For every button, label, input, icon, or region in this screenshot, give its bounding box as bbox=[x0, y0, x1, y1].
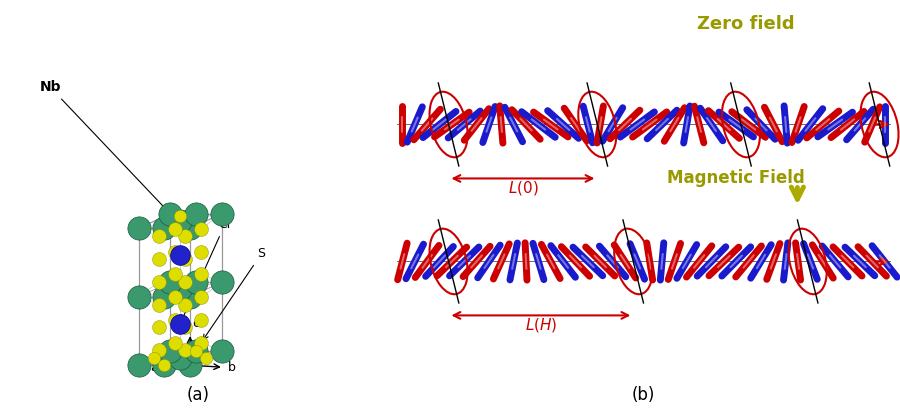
Text: $L(H)$: $L(H)$ bbox=[525, 316, 557, 334]
Text: (b): (b) bbox=[632, 386, 655, 405]
Point bbox=[168, 225, 183, 232]
Point bbox=[178, 278, 193, 285]
Point bbox=[178, 324, 193, 331]
Text: (a): (a) bbox=[186, 386, 210, 405]
Text: b: b bbox=[228, 361, 236, 374]
Point bbox=[152, 347, 166, 354]
Point bbox=[214, 347, 229, 354]
Point bbox=[168, 294, 183, 300]
Point bbox=[163, 210, 177, 217]
Point bbox=[189, 210, 203, 217]
Text: Magnetic Field: Magnetic Field bbox=[667, 168, 805, 187]
Text: Nb: Nb bbox=[40, 80, 167, 211]
Point bbox=[173, 213, 187, 220]
Text: Cr: Cr bbox=[182, 218, 231, 320]
Point bbox=[194, 248, 208, 255]
Point bbox=[131, 293, 146, 300]
Point bbox=[189, 347, 203, 354]
Point bbox=[214, 279, 229, 286]
Point bbox=[152, 278, 166, 285]
Point bbox=[168, 339, 183, 346]
Point bbox=[178, 347, 193, 354]
Point bbox=[194, 225, 208, 232]
Point bbox=[194, 294, 208, 300]
Point bbox=[173, 286, 187, 293]
Point bbox=[163, 279, 177, 286]
Text: a: a bbox=[150, 361, 158, 374]
Point bbox=[199, 354, 213, 361]
Point bbox=[178, 301, 193, 308]
Point bbox=[178, 256, 193, 262]
Text: $L(0)$: $L(0)$ bbox=[508, 179, 538, 198]
Point bbox=[189, 279, 203, 286]
Point bbox=[183, 225, 197, 232]
Text: S: S bbox=[203, 247, 266, 339]
Point bbox=[173, 217, 187, 224]
Point bbox=[152, 233, 166, 239]
Point bbox=[152, 256, 166, 262]
Point bbox=[168, 317, 183, 323]
Point bbox=[168, 248, 183, 255]
Point bbox=[189, 347, 203, 354]
Point bbox=[131, 225, 146, 232]
Point bbox=[163, 347, 177, 354]
Text: c: c bbox=[192, 317, 199, 330]
Point bbox=[194, 271, 208, 278]
Text: Zero field: Zero field bbox=[698, 15, 795, 33]
Point bbox=[158, 362, 172, 369]
Point bbox=[131, 362, 146, 369]
Point bbox=[178, 233, 193, 239]
Point bbox=[214, 210, 229, 217]
Point bbox=[173, 252, 187, 259]
Point bbox=[194, 339, 208, 346]
Point bbox=[152, 324, 166, 331]
Point bbox=[168, 271, 183, 278]
Point bbox=[173, 320, 187, 327]
Point bbox=[183, 362, 197, 369]
Point bbox=[183, 293, 197, 300]
Point bbox=[148, 354, 162, 361]
Point bbox=[158, 225, 172, 232]
Point bbox=[158, 293, 172, 300]
Point bbox=[194, 317, 208, 323]
Point bbox=[158, 362, 172, 369]
Point bbox=[152, 301, 166, 308]
Point bbox=[173, 354, 187, 361]
